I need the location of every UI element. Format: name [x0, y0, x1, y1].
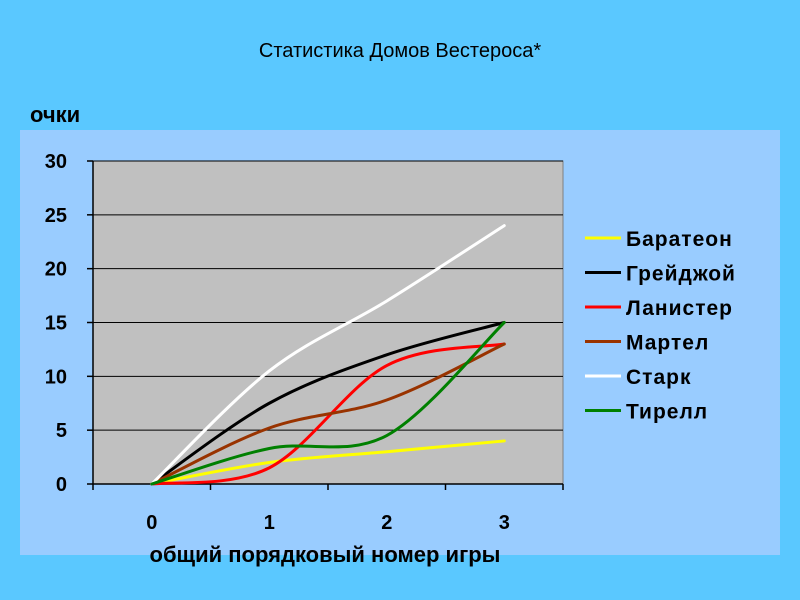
series-lines: [150, 224, 506, 486]
legend-label: Грейджой: [626, 263, 736, 286]
y-tick-label: 25: [45, 205, 67, 227]
y-tick-label: 10: [45, 366, 67, 388]
series-line: [150, 342, 506, 486]
legend-label: Тирелл: [626, 401, 708, 424]
series-line: [150, 439, 506, 486]
series-line: [150, 321, 506, 486]
series-line: [150, 224, 506, 486]
y-tick-label: 30: [45, 151, 67, 173]
legend-label: Мартел: [626, 332, 709, 355]
x-tick-label: 3: [499, 512, 510, 534]
legend-label: Старк: [626, 366, 691, 389]
y-tick-label: 5: [56, 420, 67, 442]
x-axis-title: общий порядковый номер игры: [149, 542, 501, 567]
y-tick-label: 0: [56, 474, 67, 496]
y-tick-label: 15: [45, 313, 67, 335]
x-tick-label: 0: [146, 512, 157, 534]
legend: Баратеон Грейджой Ланистер Мартел Старк Тирел…: [585, 228, 736, 424]
legend-label: Ланистер: [626, 297, 733, 320]
series-line: [150, 321, 506, 486]
x-tick-label: 2: [381, 512, 392, 534]
legend-label: Баратеон: [626, 228, 733, 251]
axes: 0 5 10 15 20 25 30 0 1 2 3: [45, 151, 564, 534]
y-tick-label: 20: [45, 259, 67, 281]
x-tick-label: 1: [264, 512, 275, 534]
y-axis-title: очки: [30, 102, 81, 127]
chart-title: Статистика Домов Вестероса*: [258, 40, 542, 62]
series-line: [150, 342, 506, 486]
